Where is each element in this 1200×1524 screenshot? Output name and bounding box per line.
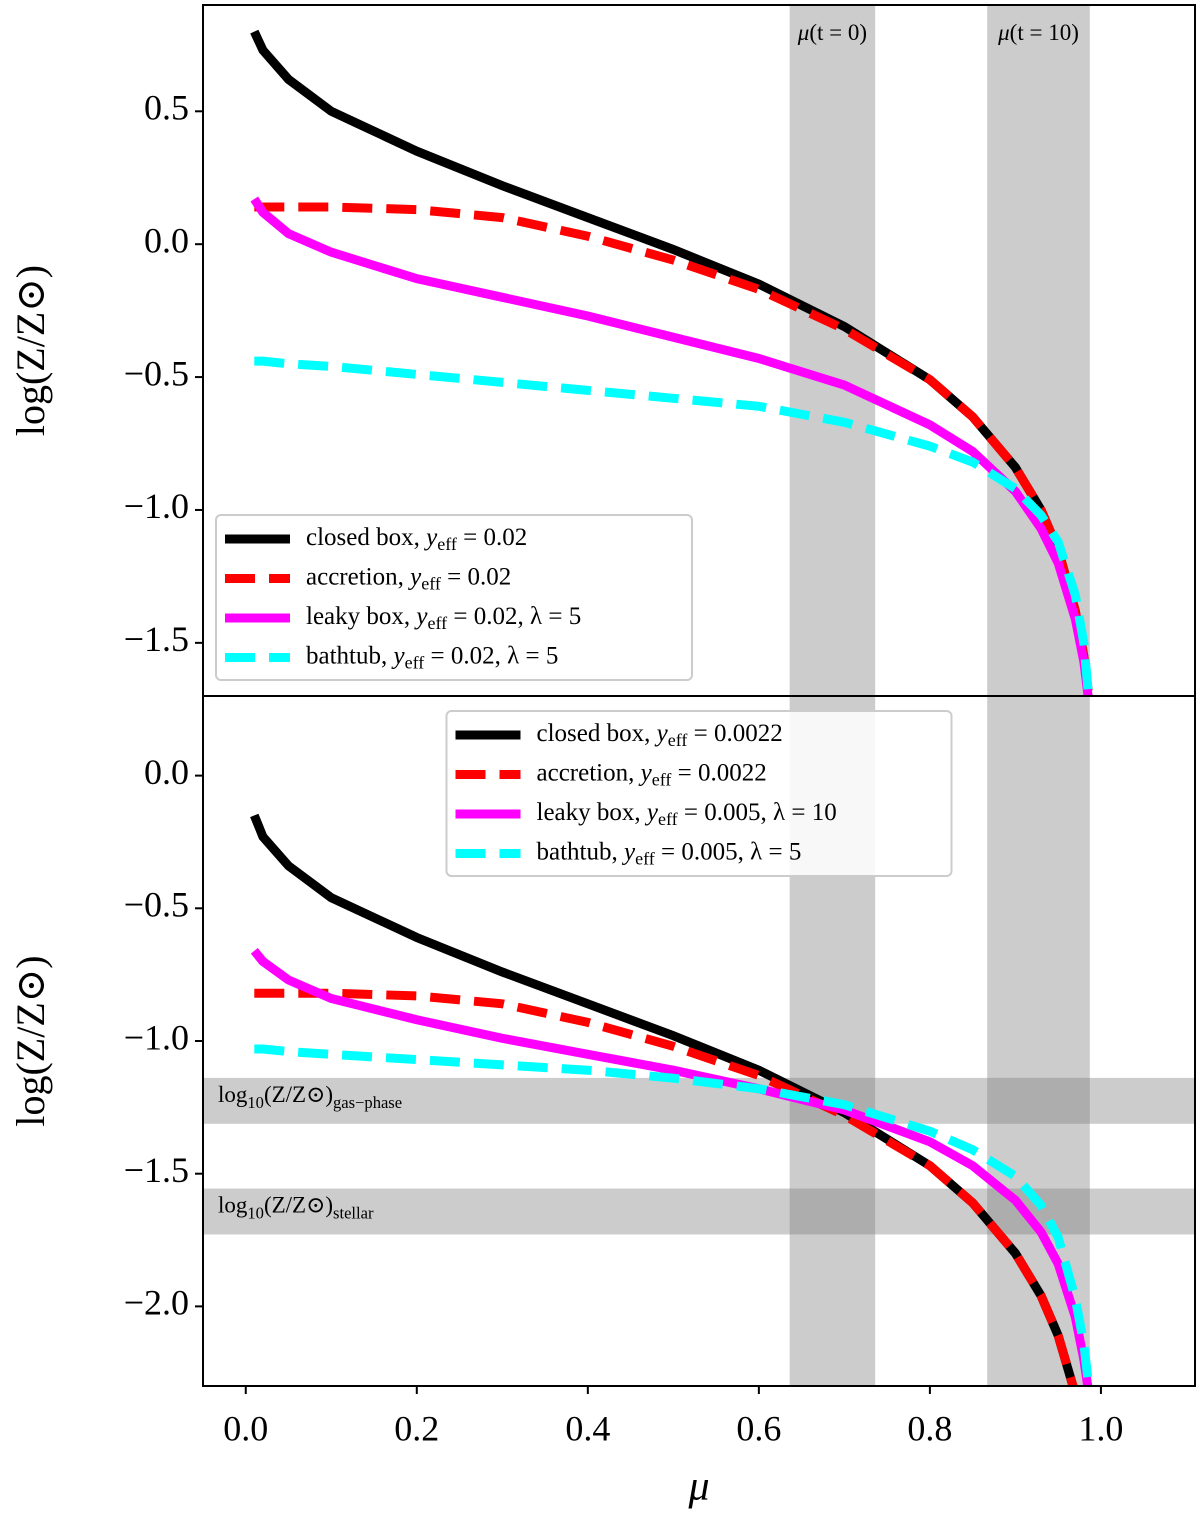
legend-label: bathtub, yeff = 0.005, λ = 5 xyxy=(537,838,802,868)
x-tick-label: 0.6 xyxy=(736,1408,781,1448)
legend-label: closed box, yeff = 0.0022 xyxy=(537,720,783,750)
y-tick-label: −1.5 xyxy=(124,1150,189,1190)
shaded-band xyxy=(789,5,876,696)
y-tick-label: 0.0 xyxy=(144,220,189,260)
x-tick-label: 0.2 xyxy=(394,1408,439,1448)
band-label: μ(t = 10) xyxy=(997,20,1079,45)
y-tick-label: −0.5 xyxy=(124,885,189,925)
x-axis-label: μ xyxy=(687,1464,709,1510)
series-line xyxy=(254,356,1093,692)
series-line xyxy=(254,1044,1093,1382)
band-label: μ(t = 0) xyxy=(797,20,867,45)
y-tick-label: 0.0 xyxy=(144,752,189,792)
legend-label: leaky box, yeff = 0.02, λ = 5 xyxy=(306,603,581,633)
legend-label: accretion, yeff = 0.0022 xyxy=(537,759,767,789)
y-tick-label: 0.5 xyxy=(144,88,189,128)
x-tick-label: 0.4 xyxy=(565,1408,610,1448)
band-label: log10(Z/Z⊙)stellar xyxy=(218,1193,374,1223)
series-line xyxy=(250,196,1093,696)
y-tick-label: −0.5 xyxy=(124,353,189,393)
shaded-band xyxy=(987,696,1090,1386)
series-line xyxy=(250,947,1093,1386)
x-tick-label: 0.8 xyxy=(907,1408,952,1448)
legend-box xyxy=(215,514,693,681)
legend-box xyxy=(445,710,953,877)
x-tick-label: 1.0 xyxy=(1078,1408,1123,1448)
plot-area xyxy=(250,29,1093,696)
x-tick-label: 0.0 xyxy=(223,1408,268,1448)
y-tick-label: −1.0 xyxy=(124,486,189,526)
y-tick-label: −2.0 xyxy=(124,1283,189,1323)
y-tick-label: −1.0 xyxy=(124,1017,189,1057)
legend-label: leaky box, yeff = 0.005, λ = 10 xyxy=(537,799,837,829)
y-axis-label: log(Z/Z⊙) xyxy=(8,955,53,1126)
band-label: log10(Z/Z⊙)gas−phase xyxy=(218,1082,402,1112)
legend-label: closed box, yeff = 0.02 xyxy=(306,524,527,554)
plot-area xyxy=(250,813,1093,1386)
legend-label: bathtub, yeff = 0.02, λ = 5 xyxy=(306,642,558,672)
y-tick-label: −1.5 xyxy=(124,619,189,659)
legend-label: accretion, yeff = 0.02 xyxy=(306,563,511,593)
y-axis-label: log(Z/Z⊙) xyxy=(8,265,53,436)
